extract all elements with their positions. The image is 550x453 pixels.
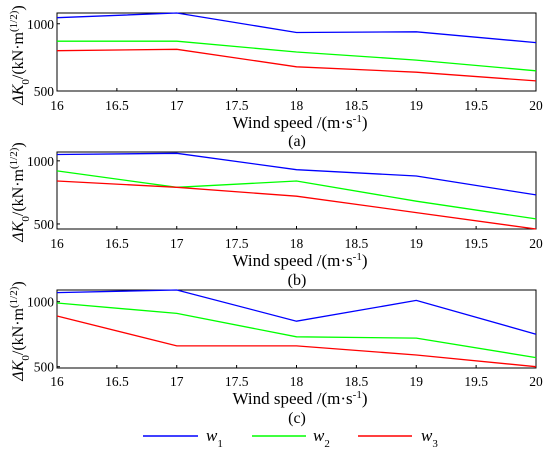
- y-axis-label-sub: 0: [20, 355, 32, 361]
- y-axis-label-unit: /(kN·m: [10, 307, 27, 355]
- x-tick-label: 16: [50, 98, 64, 113]
- chart-panel-2: 16 16.5 17 17.5 18 18.5 19 19.5 20 1000 500 Wind sp…: [8, 142, 543, 289]
- legend-label-sub: 3: [432, 438, 438, 450]
- x-tick-label: 19.5: [464, 374, 488, 389]
- y-axis-label-close: ): [10, 281, 27, 286]
- series-line-w2: [57, 40, 537, 72]
- panel-caption: (b): [288, 272, 307, 289]
- y-axis-label-sub: 0: [20, 216, 32, 222]
- legend-label-sub: 2: [324, 438, 330, 450]
- series-line-w3: [56, 48, 537, 82]
- y-axis-label-main: ΔK: [10, 83, 27, 105]
- x-tick-label: 16: [50, 374, 64, 389]
- x-tick-label: 18.5: [345, 98, 369, 113]
- series-line-w3: [56, 315, 537, 368]
- plot-frame: [56, 151, 537, 230]
- x-tick-label: 19.5: [464, 98, 488, 113]
- y-tick-label: 500: [34, 360, 55, 375]
- x-tick-label: 17: [170, 236, 184, 251]
- x-tick-label: 17: [170, 98, 184, 113]
- y-tick-label: 500: [34, 84, 55, 99]
- y-axis-label-close: ): [10, 5, 27, 10]
- x-axis-label-sup: -1: [353, 251, 362, 263]
- y-axis-label-close: ): [10, 142, 27, 147]
- panel-caption: (a): [288, 133, 306, 150]
- x-axis-label-sup: -1: [353, 389, 362, 401]
- legend-label: w2: [313, 426, 330, 450]
- y-axis-label-sup: (1/2): [8, 286, 20, 308]
- x-tick-label: 19: [410, 236, 424, 251]
- x-axis-label-main: Wind speed /(m·s: [232, 113, 352, 132]
- legend-entry-w1: w1: [143, 426, 223, 450]
- x-axis-label-main: Wind speed /(m·s: [232, 389, 352, 408]
- y-axis-label-sup: (1/2): [8, 147, 20, 169]
- x-tick-label: 16: [50, 236, 64, 251]
- panel-caption: (c): [288, 410, 306, 427]
- x-tick-label: 19: [410, 98, 424, 113]
- series-line-w2: [56, 302, 537, 359]
- y-axis-label: ΔK0/(kN·m(1/2)): [8, 5, 32, 105]
- x-tick-label: 16.5: [105, 98, 129, 113]
- x-tick-label: 20: [529, 236, 543, 251]
- y-axis-label-sup: (1/2): [8, 10, 20, 32]
- x-tick-label: 17: [170, 374, 184, 389]
- x-tick-label: 20: [529, 98, 543, 113]
- plot-frame: [56, 289, 537, 369]
- x-tick-label: 17.5: [225, 236, 249, 251]
- x-axis-label-close: ): [362, 251, 368, 270]
- legend-label-base: w: [206, 426, 218, 445]
- chart-panel-1: 16 16.5 17 17.5 18 18.5 19 19.5 20 1000 500 Wind sp…: [8, 5, 543, 150]
- y-axis-label: ΔK0/(kN·m(1/2)): [8, 281, 32, 381]
- x-tick-label: 17.5: [225, 98, 249, 113]
- chart-panel-3: 16 16.5 17 17.5 18 18.5 19 19.5 20 1000 500 Wind sp…: [8, 281, 543, 427]
- x-tick-label: 19: [410, 374, 424, 389]
- y-axis-label-main: ΔK: [10, 359, 27, 381]
- x-axis-label-close: ): [362, 389, 368, 408]
- x-tick-label: 19.5: [464, 236, 488, 251]
- y-axis-label-unit: /(kN·m: [10, 31, 27, 79]
- x-axis-label: Wind speed /(m·s-1): [232, 251, 367, 270]
- x-tick-label: 18: [290, 236, 304, 251]
- x-axis-label-close: ): [362, 113, 368, 132]
- x-tick-label: 18: [290, 98, 304, 113]
- x-tick-label: 18: [290, 374, 304, 389]
- legend-label: w1: [206, 426, 223, 450]
- x-tick-label: 16.5: [105, 236, 129, 251]
- legend-entry-w3: w3: [358, 426, 438, 450]
- y-axis-label-sub: 0: [20, 79, 32, 85]
- x-tick-label: 17.5: [225, 374, 249, 389]
- y-tick-label: 1000: [27, 17, 54, 32]
- x-tick-label: 16.5: [105, 374, 129, 389]
- x-axis-label-main: Wind speed /(m·s: [232, 251, 352, 270]
- y-tick-label: 1000: [27, 295, 54, 310]
- x-tick-label: 18.5: [345, 374, 369, 389]
- x-tick-label: 18.5: [345, 236, 369, 251]
- x-axis-label: Wind speed /(m·s-1): [232, 389, 367, 408]
- series-line-w1: [56, 152, 537, 196]
- y-tick-label: 500: [34, 217, 55, 232]
- legend: w1 w2 w3: [143, 426, 438, 450]
- y-axis-label-main: ΔK: [10, 220, 27, 242]
- x-axis-label: Wind speed /(m·s-1): [232, 113, 367, 132]
- y-tick-label: 1000: [27, 154, 54, 169]
- legend-label-base: w: [313, 426, 325, 445]
- legend-entry-w2: w2: [252, 426, 330, 450]
- legend-label-sub: 1: [217, 438, 223, 450]
- x-axis-label-sup: -1: [353, 113, 362, 125]
- x-tick-label: 20: [529, 374, 543, 389]
- series-line-w1: [56, 289, 537, 335]
- legend-label-base: w: [421, 426, 433, 445]
- series-line-w1: [56, 12, 537, 44]
- y-axis-label-unit: /(kN·m: [10, 168, 27, 216]
- series-line-w3: [56, 180, 537, 230]
- y-axis-label: ΔK0/(kN·m(1/2)): [8, 142, 32, 242]
- series-line-w2: [56, 170, 537, 220]
- legend-label: w3: [421, 426, 438, 450]
